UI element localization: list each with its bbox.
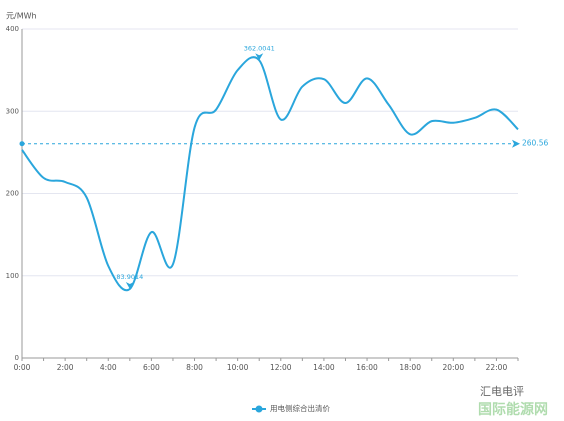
y-tick-label: 300 — [6, 107, 19, 115]
extreme-label: 83.9014 — [116, 273, 143, 281]
extreme-pin — [255, 53, 264, 61]
watermark: 国际能源网 — [478, 401, 548, 418]
y-tick-label: 200 — [6, 190, 19, 198]
average-arrow — [512, 139, 520, 148]
y-axis-label: 元/MWh — [6, 12, 37, 21]
y-tick-label: 0 — [15, 354, 19, 362]
x-tick-label: 4:00 — [100, 363, 117, 372]
x-tick-label: 10:00 — [227, 363, 249, 372]
y-tick-label: 400 — [6, 25, 19, 33]
watermark: 汇电电评 — [480, 385, 524, 398]
y-tick-label: 100 — [6, 272, 19, 280]
series-line — [21, 56, 519, 292]
x-tick-label: 22:00 — [486, 363, 508, 372]
x-tick-label: 12:00 — [270, 363, 292, 372]
x-tick-label: 16:00 — [356, 363, 378, 372]
x-tick-label: 2:00 — [57, 363, 74, 372]
legend-dot — [255, 405, 263, 413]
legend-label: 用电侧综合出清价 — [270, 403, 330, 413]
x-tick-label: 20:00 — [442, 363, 464, 372]
x-tick-label: 8:00 — [186, 363, 203, 372]
average-label: 260.56 — [522, 139, 548, 148]
x-tick-label: 14:00 — [313, 363, 335, 372]
x-tick-label: 6:00 — [143, 363, 160, 372]
extreme-pin — [125, 281, 134, 289]
extreme-label: 362.0041 — [244, 44, 275, 52]
x-tick-label: 18:00 — [399, 363, 421, 372]
average-start — [19, 141, 25, 147]
x-tick-label: 0:00 — [14, 363, 31, 372]
